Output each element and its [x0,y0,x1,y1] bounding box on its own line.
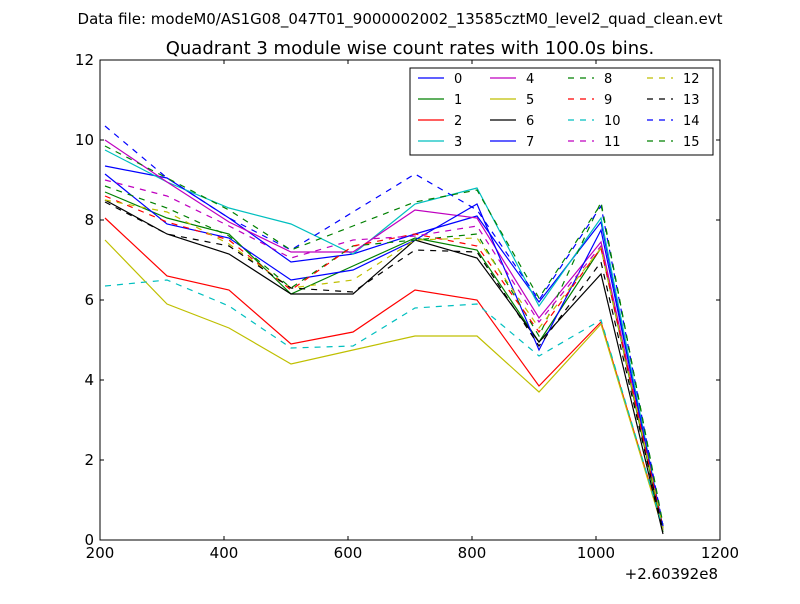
y-tick-label: 2 [84,451,94,469]
series-line-1 [104,191,664,533]
x-tick-label: 800 [458,544,487,562]
legend-label-15: 15 [683,135,700,150]
legend-label-10: 10 [604,114,621,129]
chart-suptitle: Data file: modeM0/AS1G08_047T01_90000020… [78,10,723,29]
legend-label-9: 9 [604,93,612,108]
series-line-5 [104,239,664,531]
series-line-8 [104,185,664,527]
series-line-15 [104,145,664,525]
y-tick-label: 6 [84,291,94,309]
series-line-4 [104,139,664,529]
series-line-2 [104,217,664,529]
y-tick-label: 12 [75,51,94,69]
legend-label-3: 3 [454,135,462,150]
y-tick-label: 8 [84,211,94,229]
y-tick-label: 4 [84,371,94,389]
legend-label-11: 11 [604,135,621,150]
legend-label-12: 12 [683,72,700,87]
series-line-6 [104,199,664,535]
x-offset-label: +2.60392e8 [625,565,718,583]
x-tick-label: 200 [86,544,115,562]
x-tick-label: 1200 [701,544,739,562]
legend-label-0: 0 [454,72,462,87]
legend-label-8: 8 [604,72,612,87]
y-tick-label: 10 [75,131,94,149]
legend-label-1: 1 [454,93,462,108]
series-line-13 [104,201,664,531]
series-line-9 [104,195,664,529]
series-layer [104,125,664,535]
series-line-10 [104,279,664,529]
legend-label-4: 4 [526,72,534,87]
x-tick-label: 600 [334,544,363,562]
legend-label-2: 2 [454,114,462,129]
legend-label-13: 13 [683,93,700,108]
y-tick-label: 0 [84,531,94,549]
legend-label-5: 5 [526,93,534,108]
chart-title: Quadrant 3 module wise count rates with … [166,38,655,59]
legend-label-7: 7 [526,135,534,150]
x-tick-label: 400 [210,544,239,562]
x-tick-label: 1000 [577,544,615,562]
series-line-3 [104,149,664,529]
legend-label-14: 14 [683,114,700,129]
series-line-11 [104,179,664,527]
legend-label-6: 6 [526,114,534,129]
series-line-12 [104,199,664,529]
